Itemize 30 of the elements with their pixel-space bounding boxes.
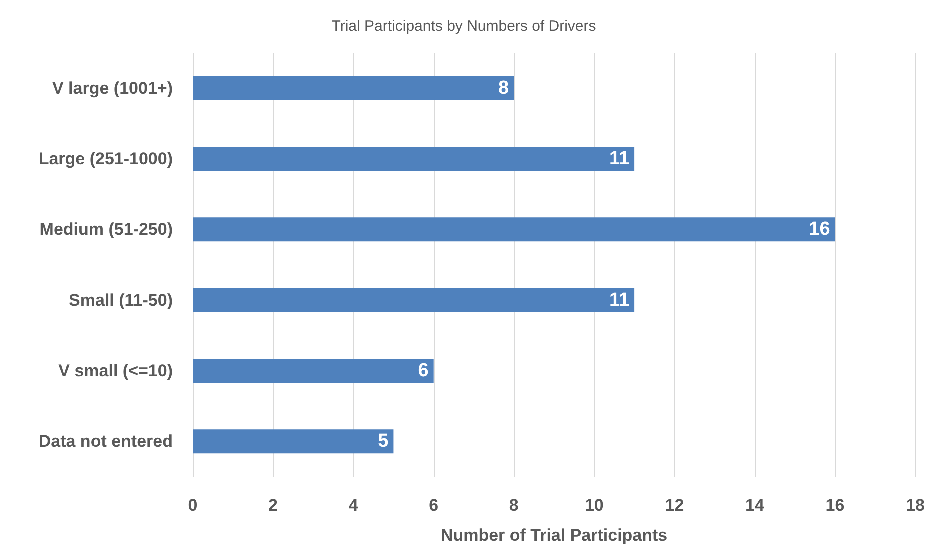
- data-label: 11: [609, 148, 630, 170]
- x-tick-label: 6: [429, 496, 439, 515]
- data-label: 11: [609, 290, 630, 311]
- bar: [193, 288, 635, 312]
- y-tick-label: Large (251-1000): [38, 150, 173, 168]
- bar: [193, 358, 434, 384]
- x-tick-label: 0: [188, 496, 198, 515]
- x-tick-label: 14: [746, 496, 765, 515]
- bar: [193, 146, 635, 172]
- x-tick-label: 16: [826, 496, 845, 515]
- data-label: 5: [378, 431, 390, 452]
- y-tick-label: V small (<=10): [58, 362, 173, 380]
- y-tick-label: Data not entered: [38, 432, 173, 452]
- bar: [193, 430, 394, 454]
- x-axis-title: Number of Trial Participants: [440, 526, 668, 545]
- bar: [193, 218, 836, 242]
- chart-title: Trial Participants by Numbers of Drivers: [332, 18, 596, 35]
- y-tick-label: V large (1001+): [52, 78, 173, 98]
- bar: [193, 76, 514, 100]
- data-label: 16: [809, 219, 830, 240]
- y-tick-label: Medium (51-250): [40, 220, 173, 240]
- x-tick-label: 18: [906, 496, 926, 515]
- data-label: 8: [498, 78, 510, 99]
- x-tick-label: 4: [348, 496, 359, 515]
- x-tick-label: 10: [584, 496, 604, 515]
- data-label: 6: [418, 360, 429, 382]
- x-tick-label: 12: [665, 496, 684, 515]
- y-tick-label: Small (11-50): [69, 290, 173, 310]
- x-tick-label: 2: [268, 496, 278, 515]
- x-tick-label: 8: [509, 496, 519, 515]
